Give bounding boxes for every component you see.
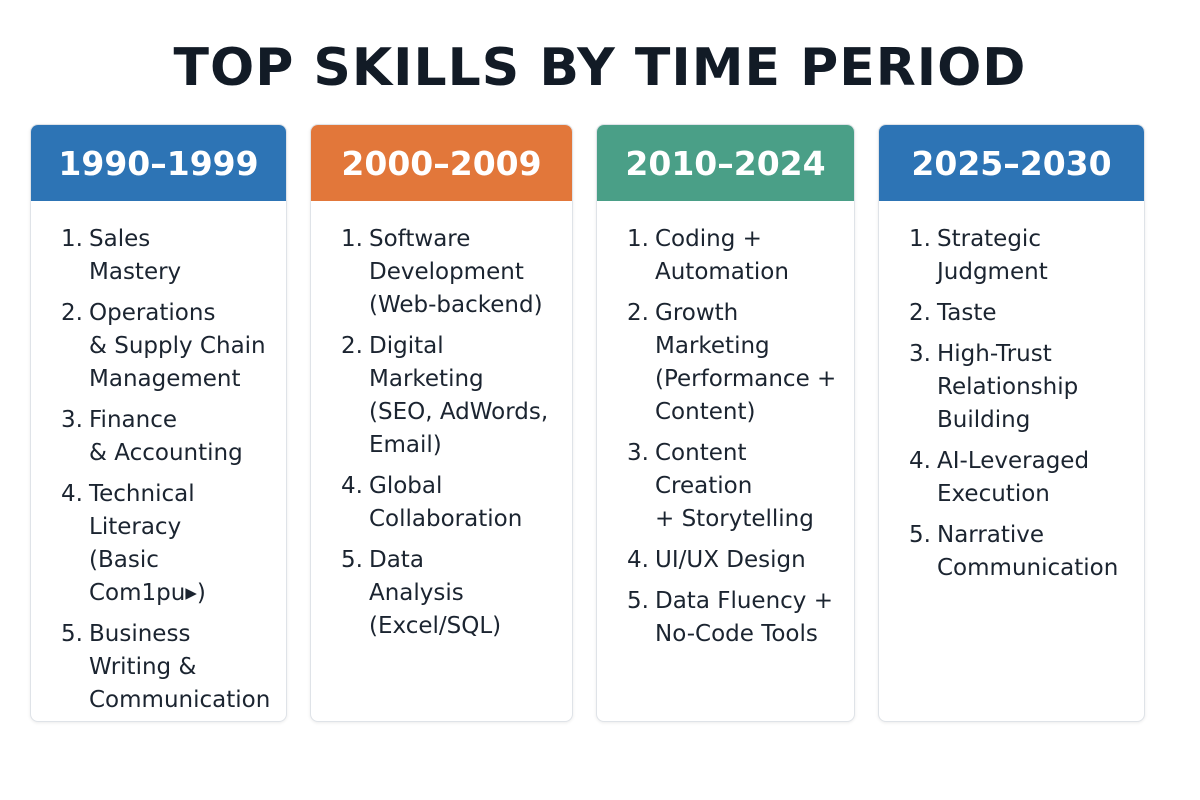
skill-text: Narrative Communication (937, 522, 1119, 581)
skill-text: High-Trust Relationship Building (937, 341, 1079, 433)
skill-item: 2. Growth Marketing (Performance + Conte… (627, 297, 844, 429)
period-card-2000-2009: 2000–2009 1. Software Development (Web-b… (310, 124, 573, 722)
period-header: 2025–2030 (879, 125, 1144, 201)
period-header: 2010–2024 (597, 125, 854, 201)
skill-text: Digital Marketing (SEO, AdWords, Email) (369, 333, 549, 458)
skill-text: Sales Mastery (89, 226, 182, 285)
skill-item: 2. Operations & Supply Chain Management (61, 297, 276, 396)
skill-number: 4. (61, 481, 83, 507)
skill-item: 1. Strategic Judgment (909, 223, 1134, 289)
skill-item: 2. Taste (909, 297, 1134, 330)
skill-item: 5. Data Fluency + No-Code Tools (627, 585, 844, 651)
skill-list: 1. Strategic Judgment 2. Taste 3. High-T… (879, 201, 1144, 585)
skill-list: 1. Sales Mastery 2. Operations & Supply … (31, 201, 286, 717)
skill-text: Content Creation + Storytelling (655, 440, 814, 532)
skill-text: Software Development (Web-backend) (369, 226, 543, 318)
skill-number: 5. (341, 547, 363, 573)
skill-number: 5. (909, 522, 931, 548)
skill-item: 5. Business Writing & Communication (61, 618, 276, 717)
skill-number: 5. (61, 621, 83, 647)
skill-list: 1. Software Development (Web-backend) 2.… (311, 201, 572, 643)
skill-item: 2. Digital Marketing (SEO, AdWords, Emai… (341, 330, 562, 462)
skill-number: 2. (909, 300, 931, 326)
skill-number: 3. (61, 407, 83, 433)
skill-number: 3. (627, 440, 649, 466)
skill-text: Data Analysis (Excel/SQL) (369, 547, 502, 639)
skill-number: 2. (61, 300, 83, 326)
skill-item: 4. UI/UX Design (627, 544, 844, 577)
skill-text: Strategic Judgment (937, 226, 1048, 285)
skill-number: 5. (627, 588, 649, 614)
skill-number: 3. (909, 341, 931, 367)
skill-text: Finance & Accounting (89, 407, 243, 466)
skill-number: 2. (341, 333, 363, 359)
period-header: 1990–1999 (31, 125, 286, 201)
skill-item: 3. High-Trust Relationship Building (909, 338, 1134, 437)
skill-number: 4. (341, 473, 363, 499)
skill-item: 5. Narrative Communication (909, 519, 1134, 585)
skill-item: 3. Content Creation + Storytelling (627, 437, 844, 536)
skill-item: 1. Software Development (Web-backend) (341, 223, 562, 322)
skill-number: 1. (909, 226, 931, 252)
skill-text: UI/UX Design (655, 547, 806, 573)
skill-list: 1. Coding + Automation 2. Growth Marketi… (597, 201, 854, 651)
skill-item: 4. Technical Literacy (Basic Com1pu▸) (61, 478, 276, 610)
skill-text: Coding + Automation (655, 226, 789, 285)
skill-item: 1. Sales Mastery (61, 223, 276, 289)
period-card-1990-1999: 1990–1999 1. Sales Mastery 2. Operations… (30, 124, 287, 722)
skill-number: 2. (627, 300, 649, 326)
skill-number: 4. (909, 448, 931, 474)
skill-text: Taste (937, 300, 997, 326)
skill-text: Growth Marketing (Performance + Content) (655, 300, 837, 425)
period-card-2025-2030: 2025–2030 1. Strategic Judgment 2. Taste… (878, 124, 1145, 722)
skill-number: 4. (627, 547, 649, 573)
skill-text: Business Writing & Communication (89, 621, 271, 713)
skill-text: Global Collaboration (369, 473, 523, 532)
page-title: TOP SKILLS BY TIME PERIOD (173, 38, 1027, 98)
skill-item: 4. AI-Leveraged Execution (909, 445, 1134, 511)
skill-text: Technical Literacy (Basic Com1pu▸) (89, 481, 206, 606)
skill-item: 5. Data Analysis (Excel/SQL) (341, 544, 562, 643)
period-header: 2000–2009 (311, 125, 572, 201)
skill-text: Data Fluency + No-Code Tools (655, 588, 833, 647)
skill-number: 1. (341, 226, 363, 252)
period-card-2010-2024: 2010–2024 1. Coding + Automation 2. Grow… (596, 124, 855, 722)
skill-text: AI-Leveraged Execution (937, 448, 1090, 507)
skill-number: 1. (61, 226, 83, 252)
skill-item: 1. Coding + Automation (627, 223, 844, 289)
skill-text: Operations & Supply Chain Management (89, 300, 266, 392)
skill-number: 1. (627, 226, 649, 252)
skill-item: 4. Global Collaboration (341, 470, 562, 536)
skill-item: 3. Finance & Accounting (61, 404, 276, 470)
